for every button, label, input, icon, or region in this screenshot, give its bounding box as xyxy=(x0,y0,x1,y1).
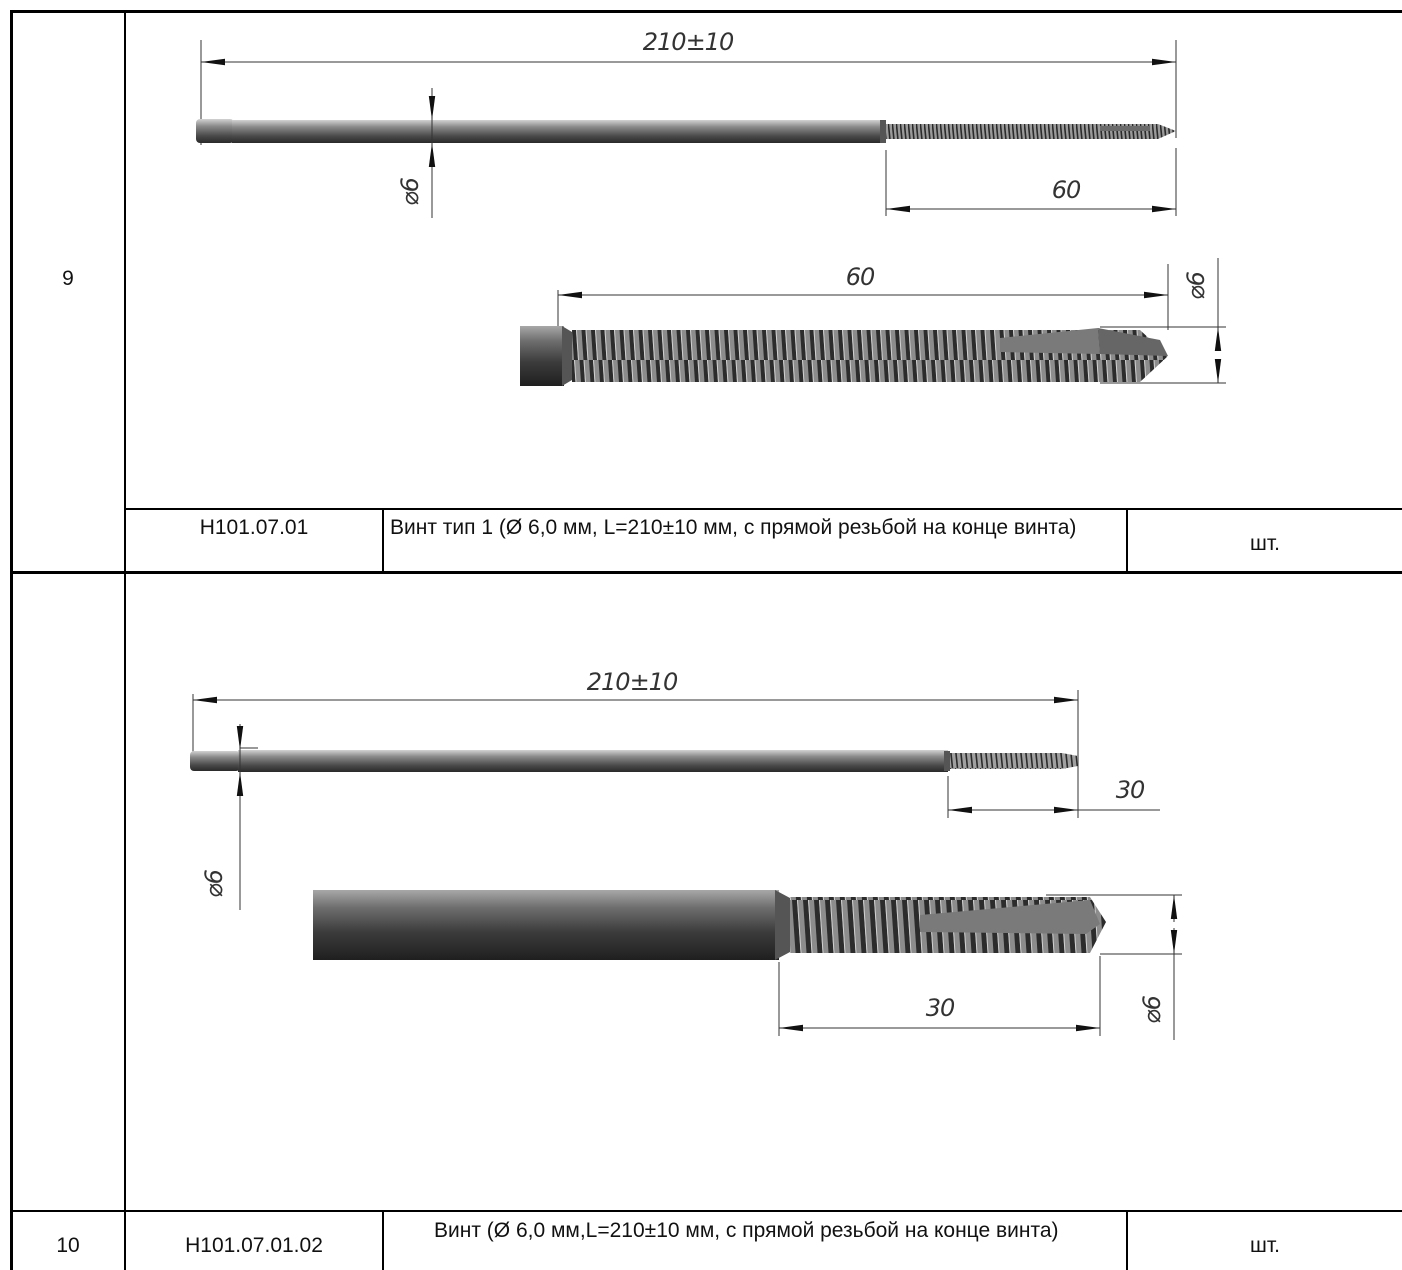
row10-code-divider xyxy=(382,1210,384,1270)
row9-shaft-diameter-label: ⌀6 xyxy=(396,177,424,205)
row10-code: Н101.07.01.02 xyxy=(185,1234,323,1257)
row10-thread-length-label: 30 xyxy=(1116,776,1145,804)
row9-screw-overview xyxy=(196,40,1177,218)
row9-code: Н101.07.01 xyxy=(199,516,309,539)
row9-description: Винт тип 1 (Ø 6,0 мм, L=210±10 мм, с пря… xyxy=(390,516,1077,539)
row9-unit-divider xyxy=(1126,508,1128,572)
row9-detail-length-label: 60 xyxy=(846,263,875,291)
row9-bottom-line xyxy=(10,571,1402,574)
row10-drawing-bottom-line xyxy=(10,1210,1402,1212)
row9-overall-length-label: 210±10 xyxy=(643,28,734,56)
table-border-left xyxy=(10,10,13,1270)
row9-thread-length-label: 60 xyxy=(1052,176,1081,204)
row9-unit: шт. xyxy=(1250,532,1280,555)
row10-screw-overview xyxy=(190,690,1160,910)
row9-code-divider xyxy=(382,508,384,572)
row10-detail-diameter-label: ⌀6 xyxy=(1138,995,1166,1023)
row9-detail-diameter-label: ⌀6 xyxy=(1182,271,1210,299)
row10-description: Винт (Ø 6,0 мм,L=210±10 мм, с прямой рез… xyxy=(434,1219,1059,1242)
row10-screw-detail xyxy=(313,890,1182,1040)
row10-unit-divider xyxy=(1126,1210,1128,1270)
number-column-divider xyxy=(124,10,126,1270)
row10-unit: шт. xyxy=(1250,1234,1280,1257)
table-border-top xyxy=(10,10,1402,13)
row10-overall-length-label: 210±10 xyxy=(587,668,678,696)
row9-drawing-bottom-line xyxy=(124,508,1402,510)
row9-screw-detail xyxy=(520,258,1226,386)
row10-detail-length-label: 30 xyxy=(926,994,955,1022)
row9-number: 9 xyxy=(62,267,74,290)
row10-number: 10 xyxy=(56,1234,80,1257)
row10-shaft-diameter-label: ⌀6 xyxy=(200,869,228,897)
